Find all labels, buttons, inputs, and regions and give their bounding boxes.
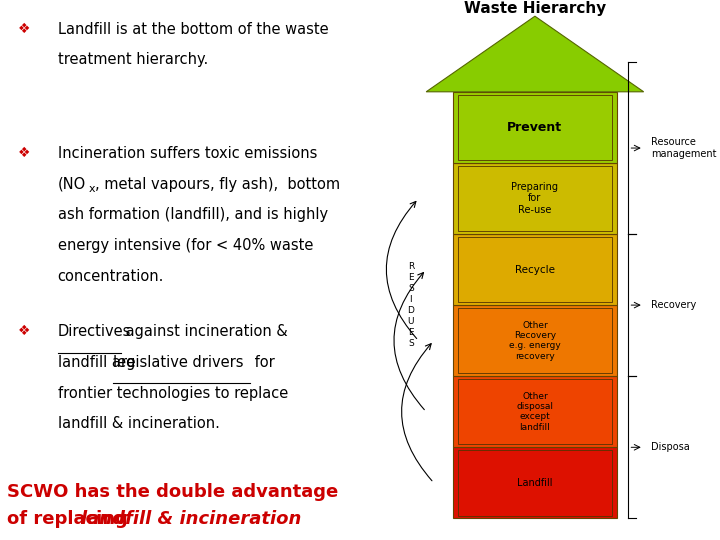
Text: SCWO has the double advantage: SCWO has the double advantage [7,483,338,501]
Text: Incineration suffers toxic emissions: Incineration suffers toxic emissions [58,146,317,161]
Bar [458,308,612,373]
Bar [453,376,617,447]
Text: R
E
S
I
D
U
E
S: R E S I D U E S [408,262,414,348]
Text: landfill are: landfill are [58,355,140,370]
Text: Resource
management: Resource management [652,137,717,159]
Bar [458,450,612,516]
Text: treatment hierarchy.: treatment hierarchy. [58,52,208,68]
Text: Preparing
for
Re-use: Preparing for Re-use [511,182,559,215]
Bar [453,92,617,163]
Text: of replacing: of replacing [7,510,134,528]
Text: x: x [89,184,95,194]
Text: Recovery: Recovery [652,300,696,310]
Bar [453,305,617,376]
Text: ash formation (landfill), and is highly: ash formation (landfill), and is highly [58,207,328,222]
Text: Other
disposal
except
landfill: Other disposal except landfill [516,392,554,432]
Bar [458,94,612,160]
Text: frontier technologies to replace: frontier technologies to replace [58,386,288,401]
Bar [458,379,612,444]
Text: legislative drivers: legislative drivers [114,355,244,370]
Text: Landfill: Landfill [517,478,553,488]
Polygon shape [426,16,644,92]
Text: landfill & incineration.: landfill & incineration. [58,416,220,431]
Text: for: for [251,355,275,370]
Text: Recycle: Recycle [515,265,555,274]
Bar [453,447,617,518]
Text: against incineration &: against incineration & [121,324,287,339]
Bar [453,234,617,305]
Bar [458,166,612,231]
Text: (NO: (NO [58,177,86,192]
Text: , metal vapours, fly ash),  bottom: , metal vapours, fly ash), bottom [95,177,341,192]
Text: ❖: ❖ [18,22,30,36]
Text: Disposa: Disposa [652,442,690,453]
Bar [453,163,617,234]
Text: ❖: ❖ [18,324,30,338]
Text: landfill & incineration: landfill & incineration [81,510,302,528]
Text: Waste Hierarchy: Waste Hierarchy [464,1,606,16]
Bar [458,237,612,302]
Text: Other
Recovery
e.g. energy
recovery: Other Recovery e.g. energy recovery [509,321,561,361]
Text: concentration.: concentration. [58,269,164,284]
Text: energy intensive (for < 40% waste: energy intensive (for < 40% waste [58,238,313,253]
Text: Prevent: Prevent [508,121,562,134]
Text: Directives: Directives [58,324,131,339]
Text: Landfill is at the bottom of the waste: Landfill is at the bottom of the waste [58,22,328,37]
Text: ❖: ❖ [18,146,30,160]
